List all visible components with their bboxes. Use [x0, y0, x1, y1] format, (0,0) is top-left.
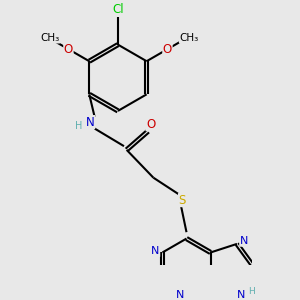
Text: N: N — [151, 246, 160, 256]
Text: O: O — [64, 43, 73, 56]
Text: H: H — [248, 287, 255, 296]
Text: CH₃: CH₃ — [179, 33, 199, 43]
Text: H: H — [75, 122, 82, 131]
Text: O: O — [163, 43, 172, 56]
Text: N: N — [240, 236, 248, 246]
Text: S: S — [178, 194, 186, 207]
Text: N: N — [86, 116, 95, 129]
Text: N: N — [176, 290, 184, 300]
Text: N: N — [237, 290, 245, 300]
Text: O: O — [146, 118, 155, 131]
Text: Cl: Cl — [113, 3, 124, 16]
Text: CH₃: CH₃ — [40, 33, 60, 43]
